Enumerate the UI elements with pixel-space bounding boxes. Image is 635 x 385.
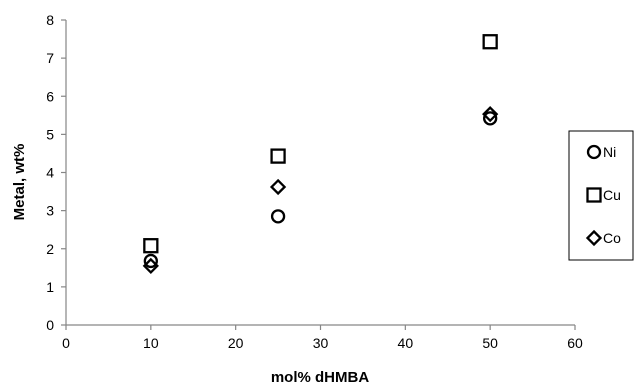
y-tick-label: 6 — [46, 88, 54, 104]
y-tick-label: 4 — [46, 165, 54, 181]
point-co-diamond — [269, 178, 287, 196]
y-tick-label: 1 — [46, 279, 54, 295]
axes — [65, 20, 575, 326]
y-tick-label: 2 — [46, 241, 54, 257]
x-tick-label: 20 — [228, 335, 244, 351]
point-ni-circle — [483, 111, 498, 126]
x-tick-label: 30 — [313, 335, 329, 351]
point-cu-square — [143, 238, 159, 254]
data-points — [142, 34, 499, 275]
point-cu-square — [270, 148, 286, 164]
legend-square-icon — [586, 187, 602, 203]
y-axis-title: Metal, wt% — [11, 144, 28, 221]
x-tick-label: 0 — [62, 335, 70, 351]
legend-circle-icon — [586, 144, 602, 160]
x-axis-ticks: 0 10 20 30 40 50 60 — [62, 325, 583, 351]
x-tick-label: 60 — [567, 335, 583, 351]
y-tick-label: 5 — [46, 126, 54, 142]
point-co-diamond — [142, 257, 159, 275]
x-axis-title: mol% dHMBA — [271, 369, 369, 385]
x-tick-label: 40 — [398, 335, 414, 351]
legend-label-ni: Ni — [603, 144, 616, 160]
legend-label-co: Co — [603, 230, 621, 246]
point-ni-circle — [270, 209, 286, 224]
y-tick-label: 0 — [46, 317, 54, 333]
point-co-diamond — [482, 106, 499, 123]
y-tick-label: 3 — [46, 203, 54, 219]
point-cu-square — [482, 34, 498, 50]
y-tick-label: 7 — [46, 50, 54, 66]
legend: Ni Cu Co — [568, 130, 634, 261]
y-tick-label: 8 — [46, 12, 54, 28]
x-tick-label: 10 — [143, 335, 159, 351]
x-tick-label: 50 — [482, 335, 498, 351]
y-axis-ticks: 0 1 2 3 4 5 6 7 8 — [46, 12, 66, 333]
legend-label-cu: Cu — [603, 187, 621, 203]
point-ni-circle — [143, 253, 158, 269]
legend-diamond-icon — [585, 229, 603, 247]
